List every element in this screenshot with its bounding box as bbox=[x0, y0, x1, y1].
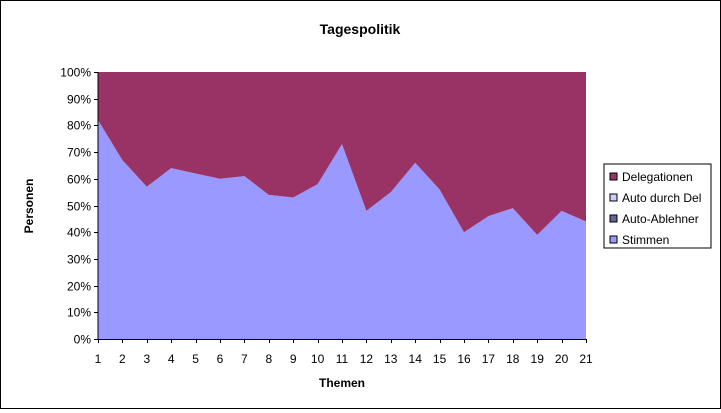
x-tick-label: 21 bbox=[579, 352, 593, 366]
legend-label-auto-ablehner: Auto-Ablehner bbox=[622, 212, 699, 226]
area-delegationen bbox=[98, 72, 586, 235]
y-tick-label: 60% bbox=[67, 173, 91, 187]
x-tick-label: 4 bbox=[168, 352, 175, 366]
y-tick-label: 0% bbox=[74, 333, 92, 347]
x-tick-label: 13 bbox=[384, 352, 398, 366]
y-tick-label: 100% bbox=[60, 66, 91, 80]
legend-box bbox=[603, 163, 712, 249]
legend-label-stimmen: Stimmen bbox=[622, 233, 669, 247]
x-tick-label: 5 bbox=[192, 352, 199, 366]
x-tick-label: 9 bbox=[290, 352, 297, 366]
x-tick-label: 17 bbox=[482, 352, 496, 366]
y-tick-label: 50% bbox=[67, 200, 91, 214]
y-tick-label: 40% bbox=[67, 226, 91, 240]
legend-label-delegationen: Delegationen bbox=[622, 170, 693, 184]
y-tick-label: 10% bbox=[67, 306, 91, 320]
y-tick-label: 70% bbox=[67, 146, 91, 160]
x-tick-label: 7 bbox=[241, 352, 248, 366]
chart-title: Tagespolitik bbox=[320, 21, 401, 37]
x-tick-label: 1 bbox=[95, 352, 102, 366]
x-tick-label: 15 bbox=[433, 352, 447, 366]
y-tick-label: 80% bbox=[67, 119, 91, 133]
legend: Delegationen Auto durch Del Auto-Ablehner S… bbox=[603, 163, 712, 249]
y-axis-title: Personen bbox=[22, 179, 36, 234]
x-tick-label: 10 bbox=[311, 352, 325, 366]
legend-swatch-delegationen bbox=[609, 172, 618, 181]
x-tick-label: 8 bbox=[265, 352, 272, 366]
legend-swatch-stimmen bbox=[609, 235, 618, 244]
plot-areas bbox=[98, 72, 586, 339]
x-axis-title: Themen bbox=[319, 376, 365, 390]
x-tick-label: 11 bbox=[336, 352, 349, 366]
legend-swatch-auto-durch-del bbox=[609, 193, 618, 202]
x-tick-label: 6 bbox=[217, 352, 224, 366]
legend-swatch-auto-ablehner bbox=[609, 214, 618, 223]
x-tick-label: 18 bbox=[506, 352, 520, 366]
y-tick-label: 20% bbox=[67, 280, 91, 294]
x-tick-label: 3 bbox=[143, 352, 150, 366]
x-tick-label: 16 bbox=[457, 352, 471, 366]
legend-label-auto-durch-del: Auto durch Del bbox=[622, 191, 701, 205]
y-tick-label: 30% bbox=[67, 253, 91, 267]
x-tick-label: 2 bbox=[119, 352, 126, 366]
x-tick-label: 12 bbox=[360, 352, 374, 366]
y-tick-label: 90% bbox=[67, 93, 91, 107]
x-tick-label: 19 bbox=[531, 352, 545, 366]
x-tick-label: 14 bbox=[409, 352, 423, 366]
x-tick-label: 20 bbox=[555, 352, 569, 366]
axes: 0%10%20%30%40%50%60%70%80%90%100%1 2 3 4 5 6 7… bbox=[60, 66, 593, 367]
area-stimmen bbox=[98, 120, 586, 339]
